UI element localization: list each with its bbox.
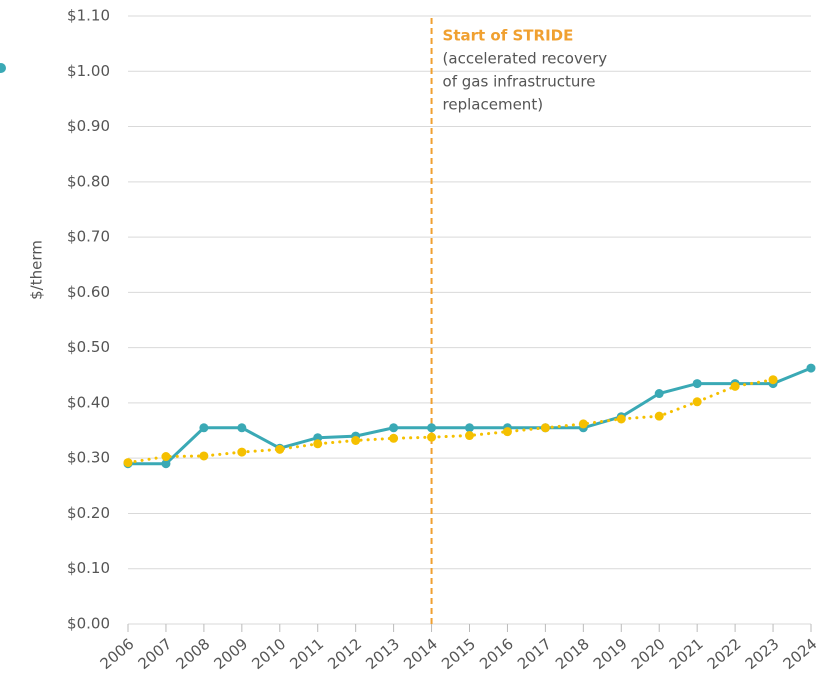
x-tick-label: 2012 (324, 635, 365, 673)
series-line (126, 378, 775, 465)
x-tick-label: 2023 (742, 635, 783, 673)
y-tick-label: $0.40 (67, 393, 110, 411)
x-tick-label: 2017 (514, 635, 555, 673)
point (730, 381, 740, 391)
point (806, 363, 816, 373)
annotation-text: (accelerated recovery (443, 50, 608, 68)
series-line (126, 366, 813, 466)
x-tick-label: 2022 (704, 635, 745, 673)
y-tick-label: $0.10 (67, 559, 110, 577)
point (275, 444, 285, 454)
legend-fragment (0, 63, 6, 73)
x-tick-label: 2021 (666, 635, 707, 673)
y-tick-label: $1.10 (67, 7, 110, 25)
point (389, 423, 399, 433)
point (199, 451, 209, 461)
x-tick-label: 2008 (173, 635, 214, 673)
point (692, 379, 702, 389)
point (654, 389, 664, 399)
x-tick-label: 2010 (248, 635, 289, 673)
annotation-text: of gas infrastructure (443, 73, 596, 91)
x-tick-label: 2007 (135, 635, 176, 673)
point (616, 414, 626, 424)
point (351, 435, 361, 445)
x-tick-label: 2006 (97, 635, 138, 673)
point (237, 423, 247, 433)
y-tick-label: $0.80 (67, 172, 110, 190)
point (427, 423, 437, 433)
x-tick-label: 2020 (628, 635, 669, 673)
y-tick-label: $0.70 (67, 228, 110, 246)
annotation-title: Start of STRIDE (443, 27, 574, 45)
y-tick-label: $0.00 (67, 615, 110, 633)
point (465, 431, 474, 441)
point (237, 447, 247, 457)
point (123, 458, 133, 468)
point (199, 423, 209, 433)
y-tick-label: $0.90 (67, 117, 110, 135)
point (654, 411, 664, 421)
x-tick-label: 2014 (400, 635, 441, 673)
point (389, 433, 399, 443)
x-tick-label: 2015 (438, 635, 479, 673)
x-tick-label: 2016 (476, 635, 517, 673)
y-tick-label: $0.30 (67, 449, 110, 467)
annotation-text: replacement) (443, 96, 544, 114)
point (578, 419, 588, 429)
point (540, 423, 550, 433)
x-tick-label: 2019 (590, 635, 631, 673)
x-tick-label: 2018 (552, 635, 593, 673)
point (465, 423, 474, 433)
y-tick-label: $0.20 (67, 504, 110, 522)
point (502, 427, 512, 437)
y-tick-label: $0.50 (67, 338, 110, 356)
y-axis-label: $/therm (28, 240, 46, 300)
x-tick-label: 2024 (780, 635, 816, 673)
y-tick-label: $0.60 (67, 283, 110, 301)
x-tick-label: 2013 (362, 635, 403, 673)
x-tick-label: 2009 (210, 635, 251, 673)
point (313, 439, 323, 449)
point (768, 375, 778, 385)
point (161, 452, 171, 462)
point (692, 397, 702, 407)
x-tick-label: 2011 (286, 635, 327, 673)
point (161, 459, 171, 469)
point (427, 432, 437, 442)
y-tick-label: $1.00 (67, 62, 110, 80)
